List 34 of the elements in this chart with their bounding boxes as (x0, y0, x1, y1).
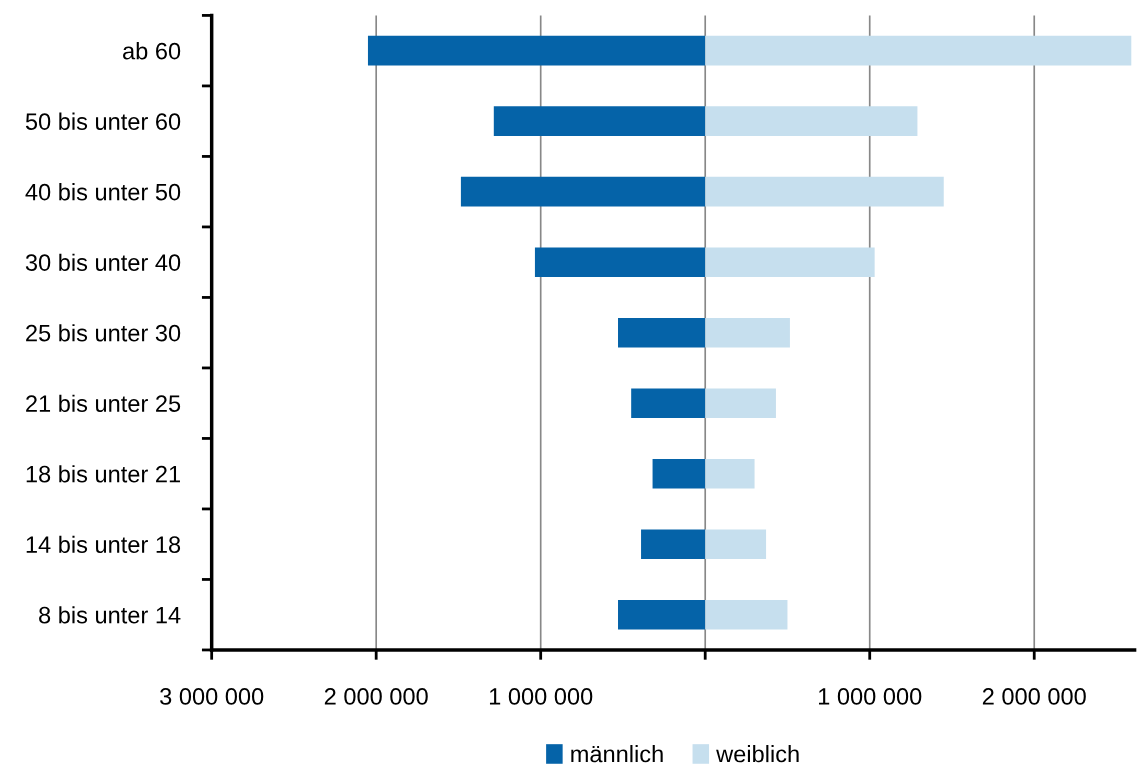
y-tick-label: 25 bis unter 30 (26, 324, 181, 342)
bar (705, 106, 918, 136)
y-tick-label: 18 bis unter 21 (26, 465, 180, 483)
bar (705, 529, 767, 559)
bar (618, 599, 706, 630)
bar (641, 529, 706, 559)
bar (705, 458, 755, 489)
bar (493, 106, 706, 136)
x-tick-label: 3 000 000 (160, 688, 264, 705)
y-tick-label: 14 bis unter 18 (26, 535, 181, 553)
y-tick-label: ab 60 (123, 42, 181, 60)
x-tick-label: 2 000 000 (324, 688, 428, 705)
x-tick-label: 1 000 000 (819, 688, 922, 705)
y-tick-label: 21 bis unter 25 (26, 394, 181, 412)
y-tick-label: 30 bis unter 40 (25, 253, 181, 271)
legend-label: männlich (571, 745, 663, 763)
y-tick-label: 40 bis unter 50 (25, 183, 181, 201)
bar (705, 176, 944, 207)
bar (705, 388, 776, 418)
y-tick-label: 50 bis unter 60 (25, 112, 181, 130)
bar (652, 458, 706, 489)
bar (705, 247, 875, 277)
bar (460, 176, 706, 207)
legend-label: weiblich (716, 745, 799, 763)
x-tick-label: 1 000 000 (489, 688, 593, 705)
bar (705, 317, 790, 348)
bar (534, 247, 706, 277)
bar (618, 317, 706, 348)
bar (631, 388, 706, 418)
x-tick-label: 2 000 000 (982, 688, 1086, 705)
y-tick-label: 8 bis unter 14 (39, 606, 181, 624)
bar (367, 35, 706, 66)
bar (705, 599, 788, 630)
bar (705, 35, 1132, 66)
